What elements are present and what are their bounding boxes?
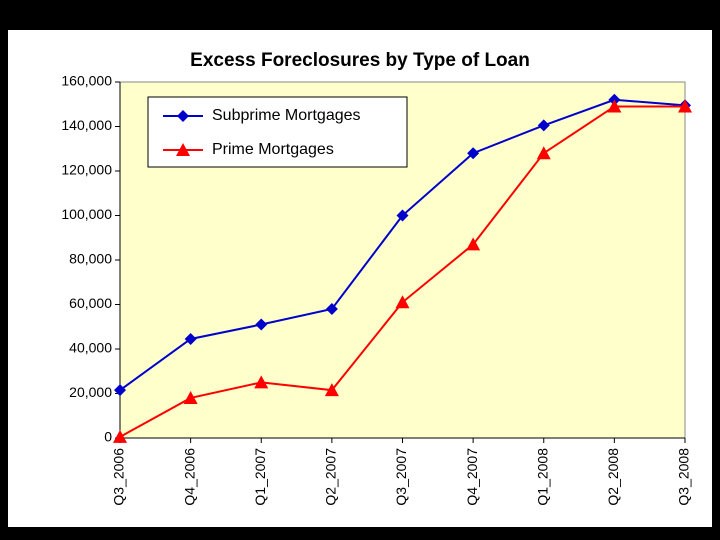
legend-label: Subprime Mortgages <box>212 107 361 124</box>
x-tick-label: Q1_2008 <box>534 448 550 506</box>
y-tick-label: 100,000 <box>61 206 112 222</box>
y-tick-label: 160,000 <box>61 73 112 89</box>
y-tick-label: 120,000 <box>61 162 112 178</box>
x-tick-label: Q3_2006 <box>111 448 127 506</box>
data-point <box>113 429 127 443</box>
y-tick-label: 140,000 <box>61 117 112 133</box>
x-tick-label: Q2_2007 <box>323 448 339 506</box>
data-point <box>678 99 692 113</box>
chart-title: Excess Foreclosures by Type of Loan <box>190 50 530 71</box>
y-tick-label: 20,000 <box>69 384 112 400</box>
y-tick-label: 0 <box>104 429 112 445</box>
x-tick-label: Q1_2007 <box>252 448 268 506</box>
x-tick-label: Q4_2007 <box>464 448 480 506</box>
data-point <box>467 147 480 160</box>
legend-marker <box>176 143 190 156</box>
data-point <box>395 295 410 309</box>
data-point <box>324 383 339 397</box>
data-point <box>184 332 197 345</box>
data-point <box>325 302 338 315</box>
legend-box <box>147 96 408 168</box>
x-tick-label: Q4_2006 <box>181 448 197 506</box>
y-tick-label: 80,000 <box>69 251 112 267</box>
x-tick-label: Q3_2007 <box>393 448 409 506</box>
data-point <box>254 375 269 389</box>
data-point <box>466 237 481 251</box>
legend-label: Prime Mortgages <box>212 141 334 158</box>
data-point <box>114 384 126 397</box>
y-tick-label: 60,000 <box>69 295 112 311</box>
data-point <box>396 209 409 222</box>
legend-marker <box>177 110 189 122</box>
data-point <box>537 119 550 132</box>
data-point <box>536 146 551 160</box>
data-point <box>255 318 268 331</box>
x-tick-label: Q2_2008 <box>605 448 621 506</box>
y-tick-label: 40,000 <box>69 340 112 356</box>
data-point <box>183 390 198 404</box>
data-point <box>607 99 622 113</box>
x-tick-label: Q3_2008 <box>676 448 692 506</box>
